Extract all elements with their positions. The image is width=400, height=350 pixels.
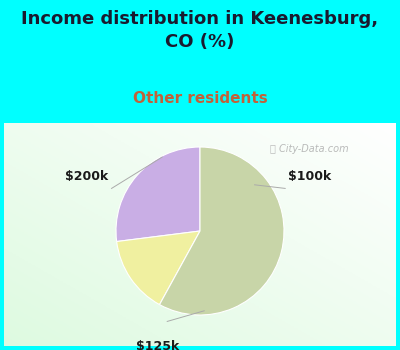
Wedge shape (117, 231, 200, 304)
Text: $125k: $125k (136, 341, 180, 350)
Text: $100k: $100k (288, 170, 331, 183)
Text: Income distribution in Keenesburg,
CO (%): Income distribution in Keenesburg, CO (%… (22, 10, 378, 51)
Text: Other residents: Other residents (133, 91, 267, 106)
Wedge shape (116, 147, 200, 242)
Text: $200k: $200k (65, 170, 108, 183)
Wedge shape (160, 147, 284, 315)
Text: ⓘ City-Data.com: ⓘ City-Data.com (270, 145, 349, 154)
